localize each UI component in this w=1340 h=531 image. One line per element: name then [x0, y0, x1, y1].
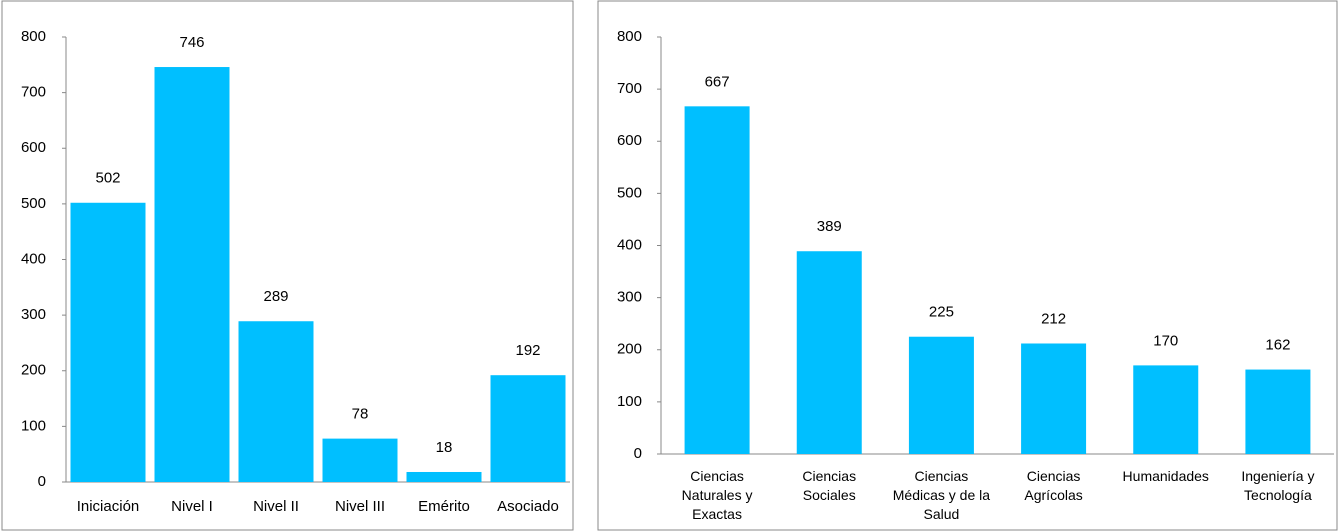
y-tick-label: 800 [21, 28, 46, 45]
x-tick-label: Nivel III [334, 498, 385, 515]
y-tick-label: 0 [38, 473, 46, 490]
x-tick-label: Iniciación [76, 498, 140, 515]
y-tick-label: 800 [617, 28, 642, 45]
data-label: 667 [705, 73, 730, 90]
x-tick-label: Emérito [418, 498, 470, 515]
y-tick-label: 500 [617, 184, 642, 201]
chart-frame [1, 0, 574, 531]
bar [154, 67, 230, 482]
bar [322, 438, 398, 482]
data-label: 18 [436, 439, 453, 456]
x-tick-label: Ciencias Naturales y Exactas [681, 468, 753, 522]
y-tick-label: 300 [21, 306, 46, 323]
y-tick-label: 200 [617, 341, 642, 358]
data-label: 225 [929, 304, 954, 321]
bar [796, 251, 862, 454]
bar [1133, 365, 1199, 454]
y-tick-label: 400 [21, 250, 46, 267]
bar [1021, 343, 1087, 454]
bar [238, 321, 314, 482]
y-tick-label: 700 [21, 84, 46, 101]
y-tick-label: 200 [21, 362, 46, 379]
data-label: 192 [515, 342, 540, 359]
y-tick-label: 600 [617, 132, 642, 149]
bar [684, 106, 750, 455]
y-tick-label: 500 [21, 195, 46, 212]
bar [70, 202, 146, 482]
x-tick-label: Nivel I [171, 498, 213, 515]
x-tick-label: Ciencias Médicas y de la Salud [892, 468, 991, 522]
data-label: 170 [1153, 332, 1178, 349]
bar [406, 471, 482, 482]
data-label: 212 [1041, 310, 1066, 327]
data-label: 162 [1265, 337, 1290, 354]
x-tick-label: Ciencias Sociales [802, 468, 857, 503]
y-tick-label: 300 [617, 289, 642, 306]
bar [490, 375, 566, 482]
data-label: 746 [179, 34, 204, 51]
data-label: 502 [95, 170, 120, 187]
x-tick-label: Nivel II [253, 498, 299, 515]
y-tick-label: 0 [634, 445, 642, 462]
x-tick-label: Humanidades [1122, 468, 1209, 484]
y-tick-label: 100 [21, 417, 46, 434]
chart-frame [597, 0, 1338, 531]
bar [908, 336, 974, 454]
x-tick-label: Ingeniería y Tecnología [1241, 468, 1315, 503]
data-label: 389 [817, 218, 842, 235]
bar [1245, 369, 1311, 454]
data-label: 78 [352, 406, 369, 423]
y-tick-label: 400 [617, 236, 642, 253]
x-tick-label: Ciencias Agrícolas [1024, 468, 1083, 503]
y-tick-label: 600 [21, 139, 46, 156]
x-tick-label: Asociado [497, 498, 559, 515]
y-tick-label: 100 [617, 393, 642, 410]
data-label: 289 [263, 288, 288, 305]
y-tick-label: 700 [617, 80, 642, 97]
